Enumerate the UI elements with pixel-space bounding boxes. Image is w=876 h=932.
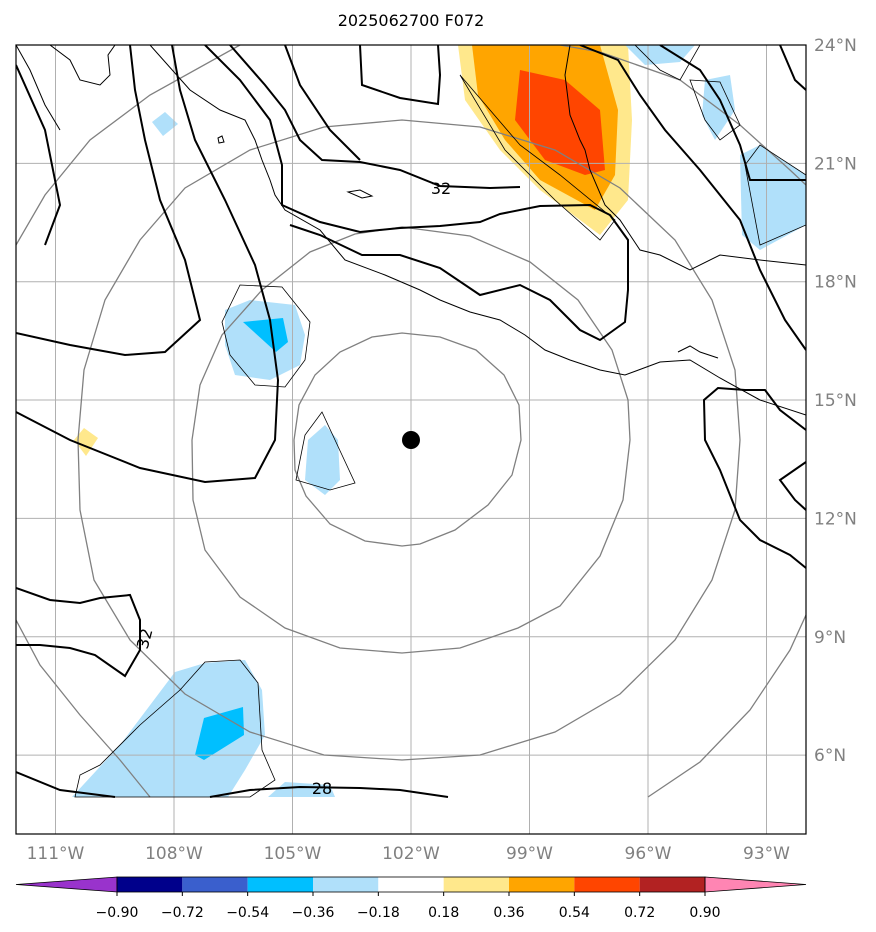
colorbar-segment	[574, 877, 640, 892]
positive-anomaly-red-area	[515, 70, 605, 175]
colorbar-segment	[313, 877, 379, 892]
range-ring-1	[293, 332, 522, 547]
colorbar-segment	[247, 877, 313, 892]
colorbar-tick-label: 0.36	[493, 905, 524, 921]
coastline-baja	[16, 45, 61, 131]
contour-lines	[16, 45, 806, 798]
colorbar-over-extension	[704, 876, 807, 893]
coastlines	[16, 45, 806, 416]
longitude-labels: 111°W 108°W 105°W 102°W 99°W 96°W 93°W	[27, 844, 791, 864]
latitude-label: 15°N	[814, 391, 857, 411]
latitude-label: 24°N	[814, 36, 857, 56]
colorbar-segment	[639, 877, 705, 892]
longitude-label: 102°W	[382, 844, 440, 864]
longitude-label: 96°W	[625, 844, 672, 864]
outline-ne3	[634, 45, 701, 81]
negative-anomaly-area-sw-dark	[195, 707, 244, 760]
colorbar-segment	[378, 877, 444, 892]
contour-line-1	[16, 64, 62, 246]
map-title: 2025062700 F072	[338, 11, 485, 30]
shaded-anomaly-fields	[72, 45, 806, 797]
contour-line-11	[702, 386, 806, 569]
contour-line-3	[16, 45, 280, 484]
longitude-label: 105°W	[264, 844, 322, 864]
range-ring-4-se	[647, 614, 806, 798]
contour-line-13	[16, 587, 141, 678]
map-frame	[15, 44, 807, 835]
outline-sw	[74, 659, 276, 798]
contour-line-5	[229, 45, 521, 190]
range-ring-3	[77, 119, 741, 761]
colorbar-tick-label: −0.54	[226, 905, 269, 921]
coastline-gulf	[564, 45, 806, 271]
longitude-label: 111°W	[27, 844, 85, 864]
colorbar	[15, 876, 807, 893]
contour-label-32-south: 32	[133, 626, 157, 651]
colorbar-tick-label: 0.72	[624, 905, 655, 921]
colorbar-segment	[117, 877, 183, 892]
colorbar-frame	[116, 876, 706, 893]
negative-anomaly-area-sw	[72, 660, 265, 797]
storm-center-marker	[402, 431, 420, 449]
contour-line-2	[16, 45, 202, 357]
outline-ne2	[689, 79, 741, 141]
contour-labels: 32 32 28	[133, 179, 451, 798]
colorbar-tick-label: −0.72	[161, 905, 204, 921]
island-2	[217, 135, 225, 144]
colorbar-tick-label: −0.18	[357, 905, 400, 921]
range-ring-2	[191, 226, 631, 654]
latitude-label: 6°N	[814, 746, 846, 766]
map-area: 32 32 28	[16, 45, 806, 834]
outline-center	[295, 411, 356, 491]
outline-polygons	[74, 45, 806, 798]
negative-anomaly-area-mid-w-dark	[243, 318, 288, 352]
colorbar-labels: −0.90 −0.72 −0.54 −0.36 −0.18 0.18 0.36 0.54 0.7…	[96, 892, 721, 921]
latitude-label: 12°N	[814, 509, 857, 529]
longitude-label: 93°W	[743, 844, 790, 864]
negative-anomaly-area-ne1	[625, 45, 695, 65]
contour-line-6	[284, 45, 361, 161]
colorbar-under-extension	[15, 876, 118, 893]
negative-anomaly-area-ne2	[702, 75, 735, 140]
contour-line-8	[579, 45, 806, 351]
negative-anomaly-area-small-nw	[152, 112, 178, 136]
outline-ne	[459, 74, 616, 241]
range-ring-4-sw	[16, 619, 151, 798]
latitude-label: 18°N	[814, 273, 857, 293]
contour-line-7	[359, 45, 442, 106]
island-1	[346, 189, 374, 199]
colorbar-segment	[443, 877, 509, 892]
latitude-label: 9°N	[814, 628, 846, 648]
contour-line-15	[209, 785, 449, 798]
contour-label-32-north: 32	[431, 179, 451, 198]
contour-line-14	[16, 771, 116, 798]
latitude-label: 21°N	[814, 154, 857, 174]
negative-anomaly-area-center	[305, 425, 340, 495]
contour-line-4	[204, 45, 629, 342]
colorbar-tick-label: 0.54	[559, 905, 590, 921]
gridlines	[16, 45, 806, 834]
longitude-label: 108°W	[145, 844, 203, 864]
contour-line-12	[778, 461, 806, 511]
latitude-labels: 24°N 21°N 18°N 15°N 12°N 9°N 6°N	[814, 36, 857, 766]
contour-label-28: 28	[312, 779, 332, 798]
colorbar-tick-label: −0.36	[292, 905, 335, 921]
outline-mid-w	[221, 284, 311, 388]
coastline-mexico	[49, 45, 806, 416]
colorbar-tick-label: 0.18	[428, 905, 459, 921]
colorbar-segment	[182, 877, 248, 892]
positive-anomaly-small-area	[74, 428, 98, 456]
colorbar-segment	[509, 877, 575, 892]
outline-e	[744, 144, 806, 246]
longitude-label: 99°W	[506, 844, 553, 864]
negative-anomaly-area-s	[268, 782, 335, 797]
colorbar-tick-label: 0.90	[689, 905, 720, 921]
negative-anomaly-area-e	[740, 145, 806, 250]
colorbar-tick-label: −0.90	[96, 905, 139, 921]
contour-line-10	[659, 45, 806, 181]
contour-line-9	[779, 45, 806, 91]
country-border	[677, 345, 719, 359]
range-rings	[16, 45, 806, 798]
